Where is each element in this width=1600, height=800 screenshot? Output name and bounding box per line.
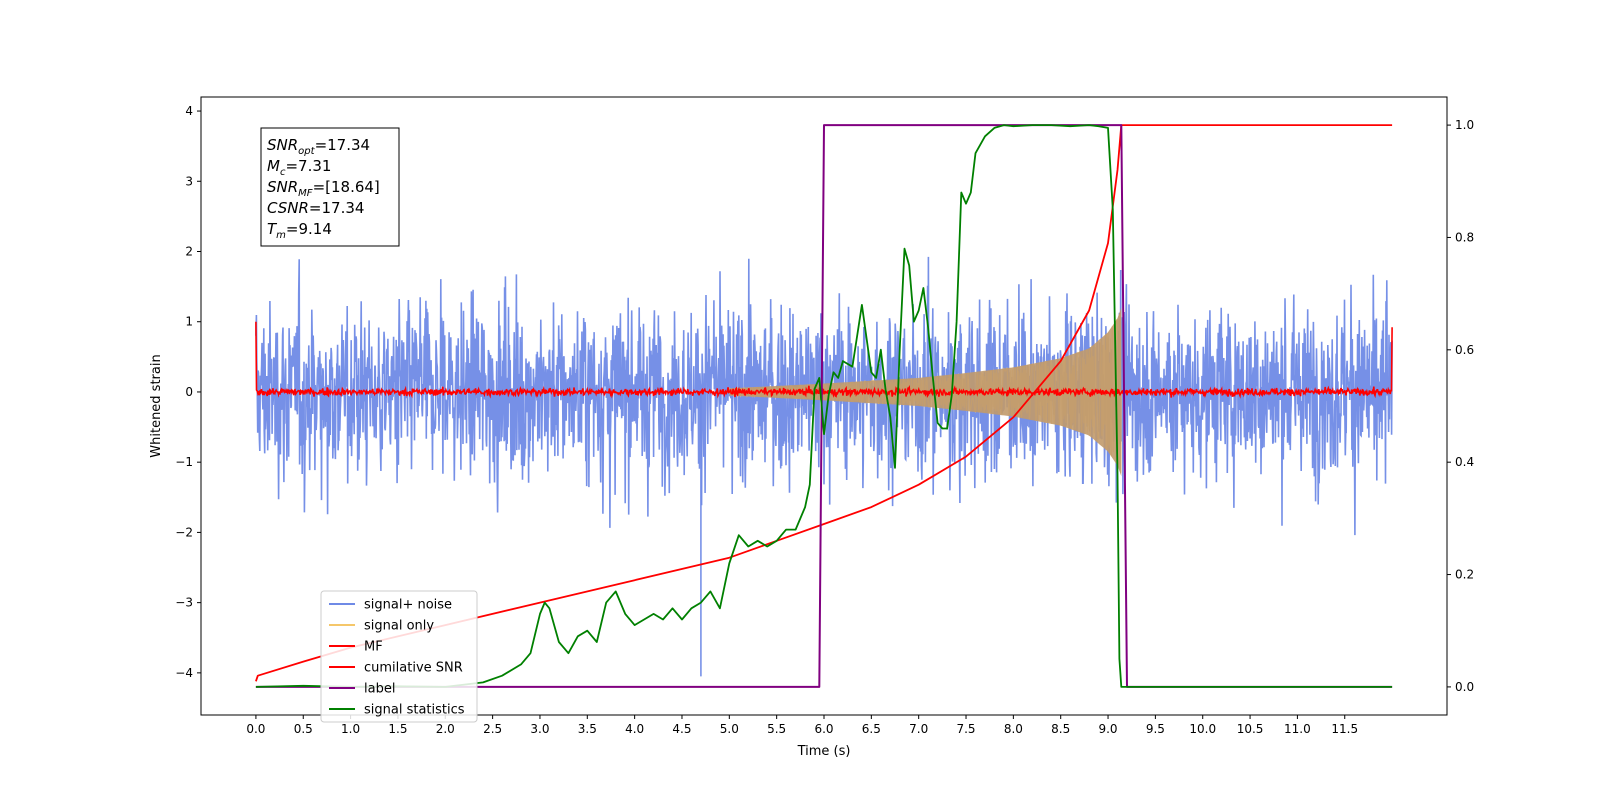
x-tick-label: 5.0 <box>720 722 739 736</box>
annotation-line: SNRopt=17.34 <box>267 136 370 157</box>
y-tick-label: −3 <box>175 596 193 610</box>
y2-tick-label: 1.0 <box>1455 118 1474 132</box>
y2-tick-label: 0.6 <box>1455 343 1474 357</box>
x-tick-label: 3.5 <box>578 722 597 736</box>
x-tick-label: 1.0 <box>341 722 360 736</box>
series-signal-statistics <box>255 124 1393 688</box>
y-axis-left: 4 3 2 1 0 −1 −2 −3 −4 <box>175 104 201 680</box>
legend-frame <box>320 590 478 723</box>
x-tick-label: 2.0 <box>436 722 455 736</box>
annotation-line: SNRMF=[18.64] <box>267 178 380 199</box>
y-tick-label: −2 <box>175 525 193 539</box>
x-tick-label: 9.5 <box>1146 722 1165 736</box>
legend-label: cumilative SNR <box>364 661 463 676</box>
x-tick-label: 11.0 <box>1284 722 1311 736</box>
x-tick-label: 10.5 <box>1237 722 1264 736</box>
legend-label: signal+ noise <box>364 598 452 613</box>
legend-label: signal only <box>364 619 434 634</box>
x-tick-label: 6.0 <box>814 722 833 736</box>
y-tick-label: 3 <box>185 174 193 188</box>
x-tick-label: 8.5 <box>1051 722 1070 736</box>
annotation-line: CSNR=17.34 <box>267 199 364 217</box>
x-tick-label: 4.5 <box>672 722 691 736</box>
y-tick-label: −1 <box>175 455 193 469</box>
series-layer <box>255 124 1393 688</box>
annotation-frame <box>260 127 400 247</box>
annotation-box: SNRopt=17.34Mc=7.31SNRMF=[18.64]CSNR=17.… <box>260 127 400 247</box>
legend-label: signal statistics <box>364 703 465 718</box>
x-tick-label: 9.0 <box>1098 722 1117 736</box>
y2-tick-label: 0.4 <box>1455 455 1474 469</box>
y-axis-label: Whitened strain <box>149 354 164 457</box>
x-tick-label: 10.0 <box>1189 722 1216 736</box>
x-axis-label: Time (s) <box>797 744 851 759</box>
y2-tick-label: 0.0 <box>1455 680 1474 694</box>
y-tick-label: 0 <box>185 385 193 399</box>
y-tick-label: 1 <box>185 315 193 329</box>
annotation-line: Mc=7.31 <box>267 157 331 178</box>
annotation-line: Tm=9.14 <box>267 220 332 241</box>
y-tick-label: −4 <box>175 666 193 680</box>
y-axis-right: 1.0 0.8 0.6 0.4 0.2 0.0 <box>1447 118 1474 694</box>
x-tick-label: 11.5 <box>1331 722 1358 736</box>
x-tick-label: 7.0 <box>909 722 928 736</box>
series-mf <box>255 321 1393 399</box>
x-tick-label: 0.5 <box>294 722 313 736</box>
y-tick-label: 4 <box>185 104 193 118</box>
x-tick-label: 0.0 <box>246 722 265 736</box>
y-tick-label: 2 <box>185 245 193 259</box>
y2-tick-label: 0.2 <box>1455 568 1474 582</box>
y2-tick-label: 0.8 <box>1455 230 1474 244</box>
legend: signal+ noise signal only MF cumilative SNR… <box>320 590 478 723</box>
x-tick-label: 7.5 <box>956 722 975 736</box>
x-tick-label: 1.5 <box>388 722 407 736</box>
x-tick-label: 3.0 <box>530 722 549 736</box>
x-tick-label: 4.0 <box>625 722 644 736</box>
x-tick-label: 8.0 <box>1004 722 1023 736</box>
legend-label: label <box>364 682 395 697</box>
x-tick-label: 2.5 <box>483 722 502 736</box>
x-axis: 0.0 0.5 1.0 1.5 2.0 2.5 3.0 3.5 4.0 4.5 5.0 5.5 6.0 6… <box>246 715 1358 736</box>
x-tick-label: 5.5 <box>767 722 786 736</box>
series-signal-noise <box>255 256 1393 536</box>
x-tick-label: 6.5 <box>862 722 881 736</box>
legend-label: MF <box>364 640 383 655</box>
